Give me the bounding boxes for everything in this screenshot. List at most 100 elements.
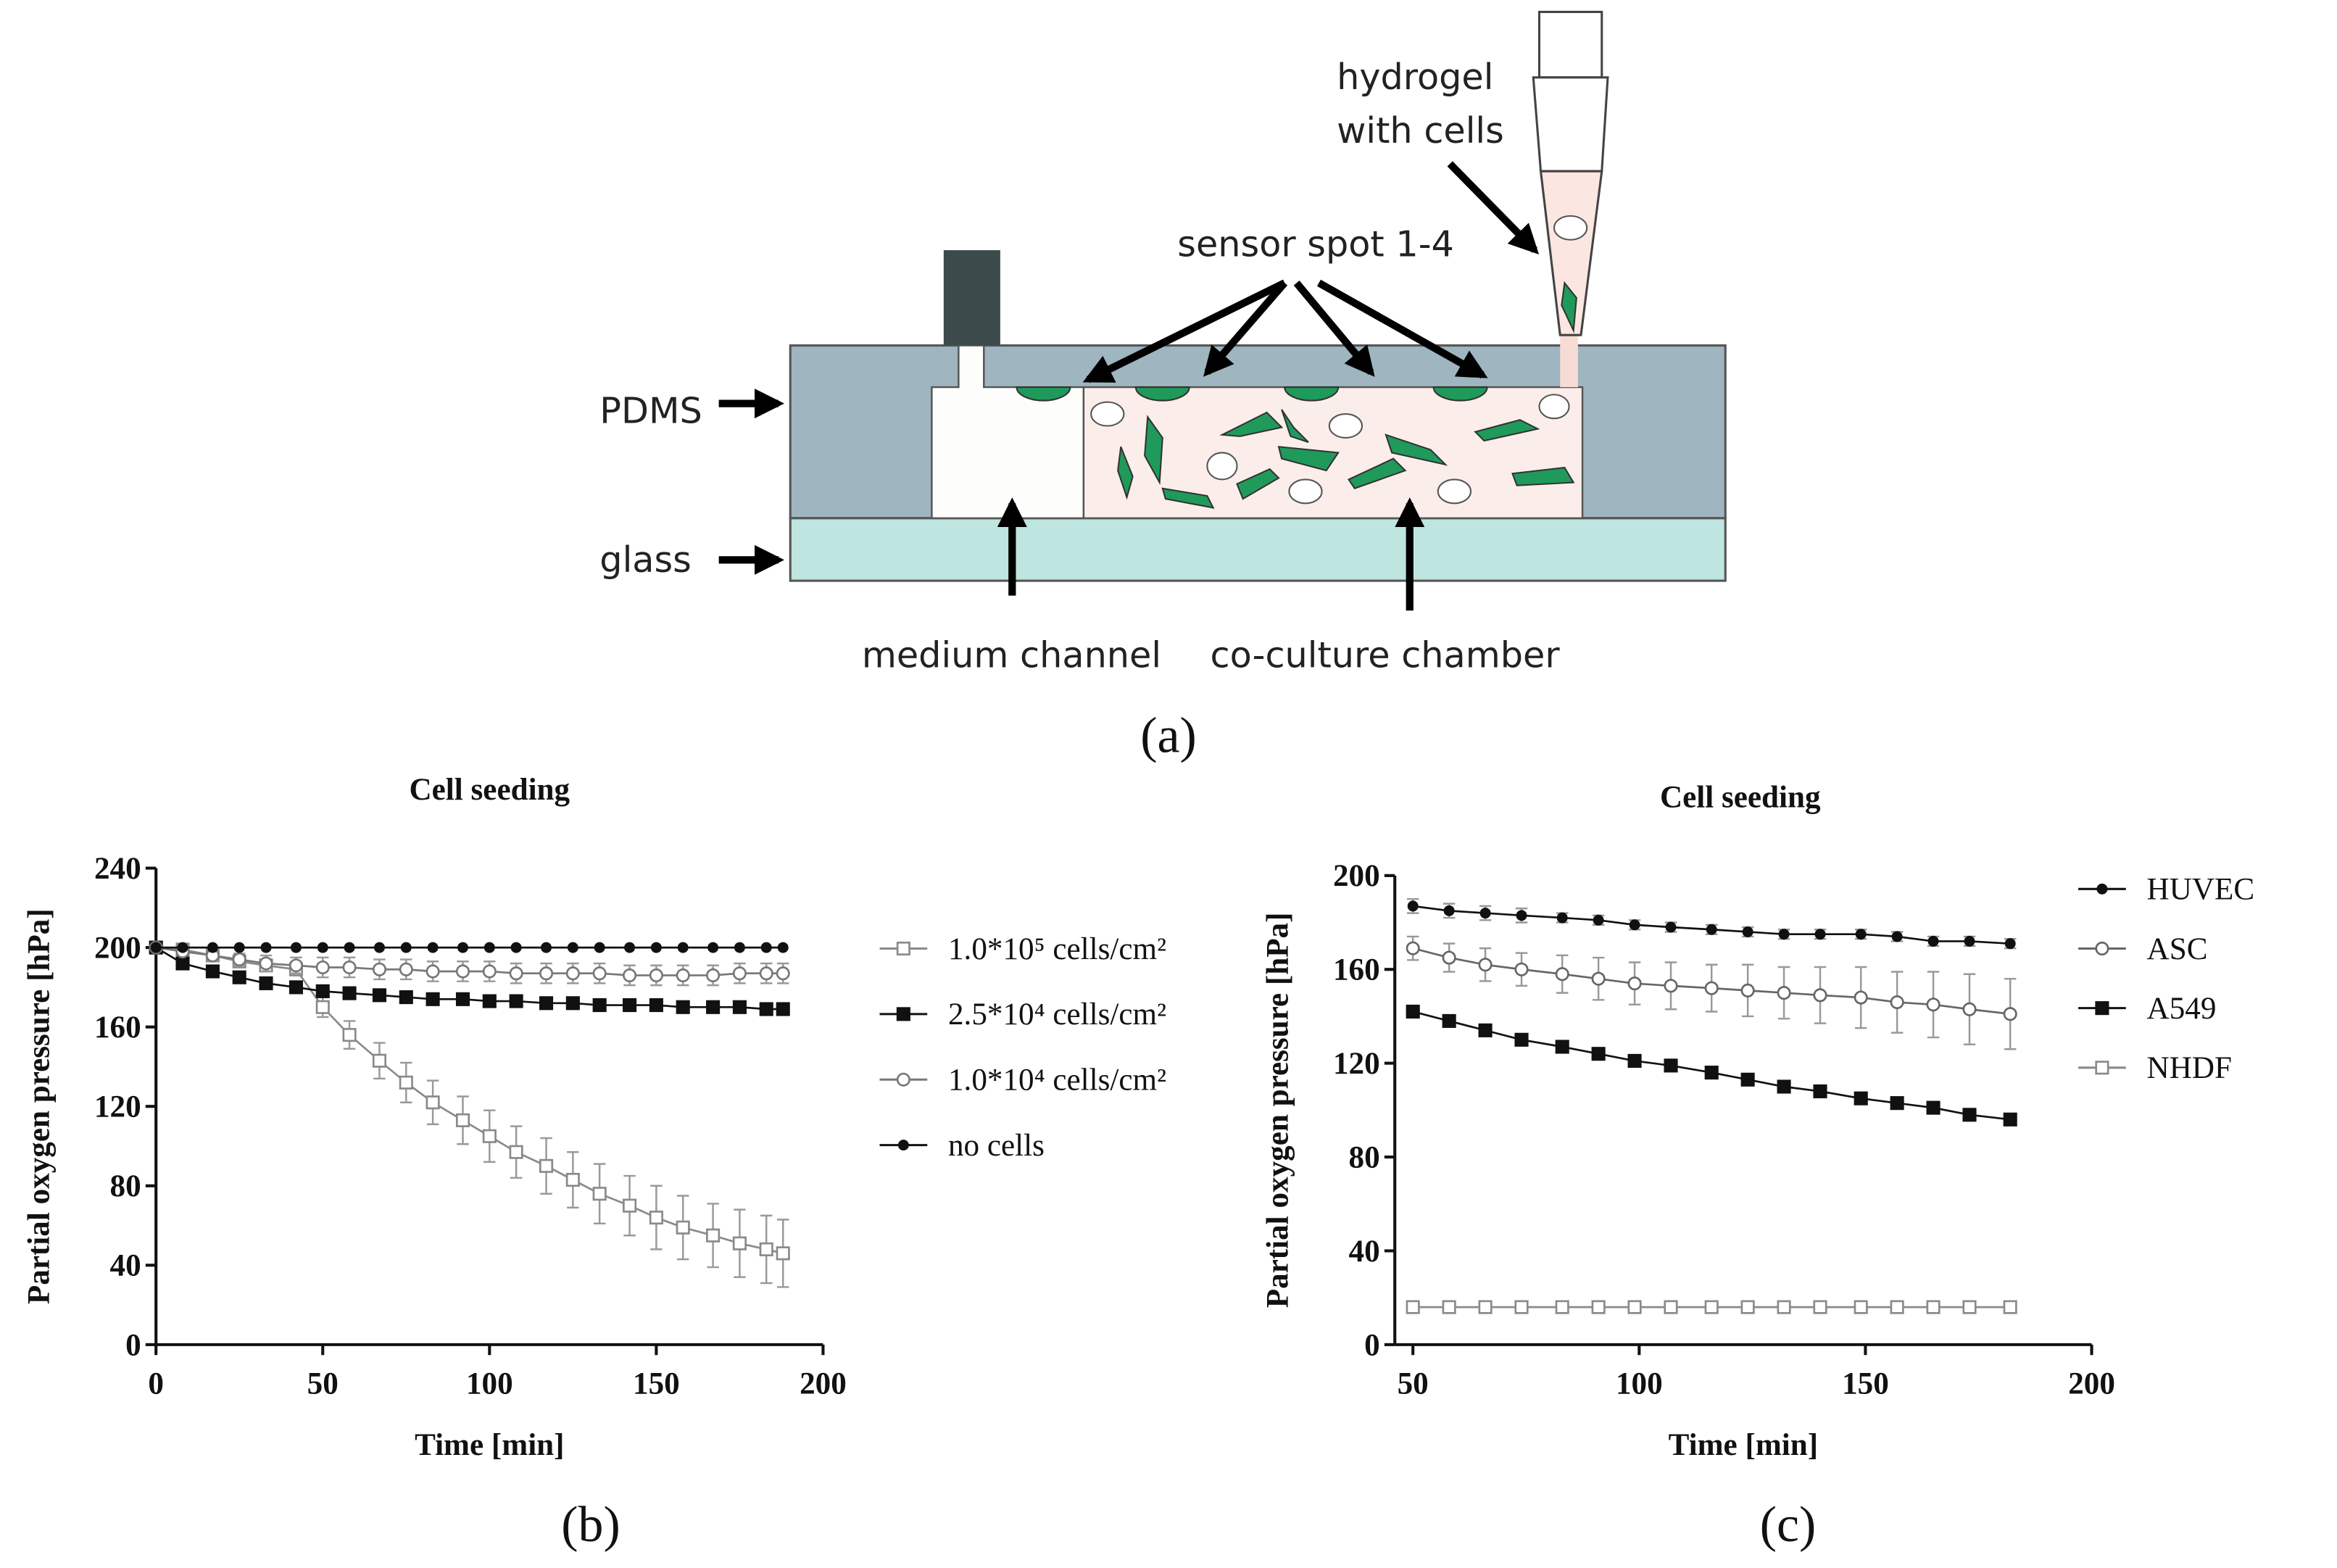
marker [177,942,188,953]
marker [1479,908,1491,919]
marker [777,942,789,953]
marker [1406,1004,1420,1019]
marker [1591,1300,1606,1314]
marker [372,988,387,1003]
marker [624,942,636,953]
marker [623,1198,637,1213]
marker [896,1007,910,1021]
x-tick-label: 50 [1398,1367,1429,1401]
marker [289,958,303,973]
legend-label: 2.5*10⁴ cells/cm² [948,997,1166,1032]
marker [776,1246,790,1261]
panel-label: (c) [1760,1497,1817,1553]
hydrogel-label: with cells [1337,109,1504,152]
chart-title: Cell seeding [410,773,570,807]
marker [1704,981,1719,995]
legend-label: 1.0*10⁵ cells/cm² [948,932,1166,966]
marker [509,1145,523,1159]
marker [1926,997,1940,1012]
y-tick-label: 40 [1349,1235,1380,1269]
marker [1555,967,1569,982]
marker [175,956,190,971]
marker [565,966,580,981]
marker [342,1028,357,1042]
marker [1854,990,1868,1005]
x-tick-label: 50 [307,1367,339,1401]
marker [1664,1300,1678,1314]
pipette-top [1537,10,1603,79]
marker [539,996,554,1011]
marker [1814,929,1826,940]
marker [1962,1002,1977,1016]
panel-label: (b) [561,1497,620,1553]
marker [759,1002,773,1016]
marker [342,960,357,975]
arrows [718,161,1540,611]
device-diagram: hydrogel with cells sensor spot 1-4 PDMS… [599,10,1727,676]
marker [1777,1300,1791,1314]
marker [1813,1084,1827,1099]
marker [734,942,745,953]
marker [1962,1300,1977,1314]
x-tick-label: 150 [1842,1367,1889,1401]
marker [541,942,552,953]
marker [776,1002,790,1016]
marker [1927,935,1939,947]
marker [1555,1040,1569,1054]
marker [207,942,218,953]
marker [315,984,330,998]
marker [623,997,637,1013]
marker [649,997,663,1013]
marker [1593,914,1604,926]
marker [1442,1300,1456,1314]
marker [2003,1007,2017,1021]
marker [1591,1047,1606,1061]
marker [315,1000,330,1014]
hydrogel-label: hydrogel [1337,56,1493,98]
marker [2004,938,2016,950]
marker [896,941,910,956]
marker [150,942,162,953]
marker [455,1113,470,1127]
marker [2096,883,2108,895]
legend-label: ASC [2147,932,2208,966]
marker [1704,1066,1719,1080]
chamber-label: co-culture chamber [1211,634,1561,676]
marker [706,968,721,983]
x-tick-label: 200 [800,1367,847,1401]
port [943,250,1000,346]
y-tick-label: 200 [1333,859,1380,893]
cell-round [1553,215,1588,241]
x-tick-label: 150 [633,1367,680,1401]
pipette-mid [1532,76,1609,173]
marker [1514,1300,1529,1314]
pipette-tip [1539,170,1603,336]
panel-label: (a) [1140,708,1196,763]
marker [426,1095,440,1110]
sensor-label: sensor spot 1-4 [1177,223,1454,265]
y-tick-label: 120 [1333,1047,1380,1081]
marker [897,1140,909,1151]
marker [483,942,495,953]
marker [539,1158,554,1173]
marker [1813,1300,1827,1314]
marker [1406,1300,1420,1314]
marker [1926,1300,1940,1314]
marker [1777,986,1791,1000]
y-tick-label: 80 [1349,1140,1380,1174]
marker [2095,1001,2109,1016]
marker [1740,983,1755,997]
marker [399,962,413,976]
marker [1854,1091,1868,1106]
y-tick-label: 200 [94,931,141,965]
marker [1777,1079,1791,1094]
marker [289,980,303,995]
marker [649,968,663,983]
y-tick-label: 240 [94,852,141,886]
marker [1742,926,1753,937]
marker [649,1211,663,1225]
marker [259,976,273,990]
chart-title: Cell seeding [1660,780,1821,814]
y-axis-label: Partial oxygen pressure [hPa] [1261,912,1295,1308]
marker [623,968,637,983]
